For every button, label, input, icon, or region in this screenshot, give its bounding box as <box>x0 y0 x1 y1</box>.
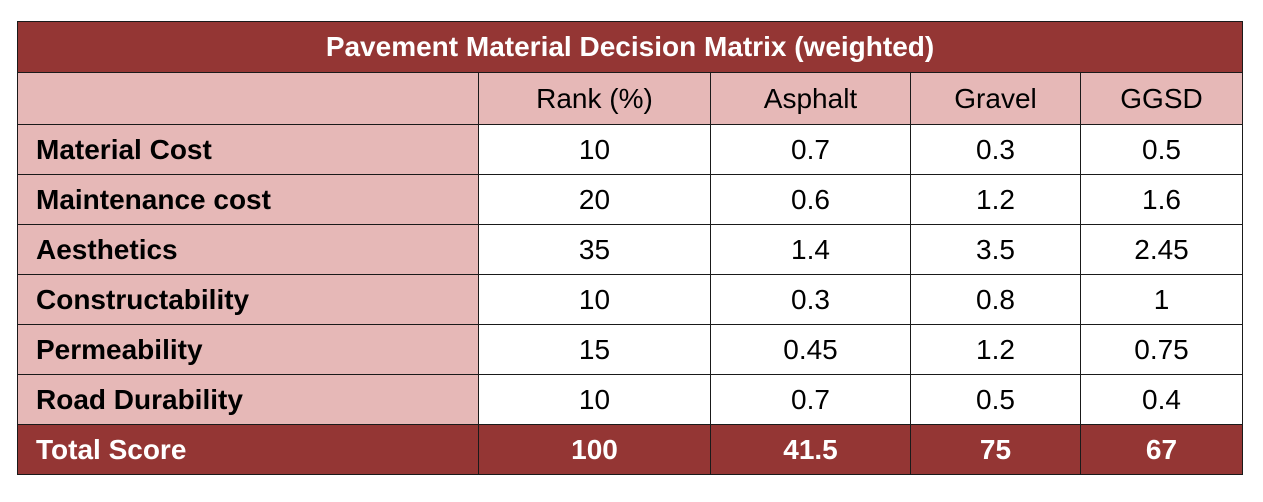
gravel-value: 0.5 <box>910 374 1081 425</box>
total-ggsd-value: 67 <box>1079 424 1244 475</box>
ggsd-value: 0.75 <box>1079 324 1244 375</box>
gravel-value: 3.5 <box>910 224 1081 275</box>
criterion-label: Material Cost <box>17 124 479 175</box>
asphalt-value: 1.4 <box>710 224 911 275</box>
column-header-row: Rank (%) Asphalt Gravel GGSD <box>17 72 1244 125</box>
ggsd-value: 0.4 <box>1079 374 1244 425</box>
total-gravel-value: 75 <box>910 424 1081 475</box>
column-header-rank: Rank (%) <box>478 72 711 125</box>
gravel-value: 0.8 <box>910 274 1081 325</box>
corner-header-cell <box>17 72 479 125</box>
total-asphalt-value: 41.5 <box>710 424 911 475</box>
rank-value: 10 <box>478 274 711 325</box>
rank-value: 10 <box>478 124 711 175</box>
decision-matrix-table: Pavement Material Decision Matrix (weigh… <box>16 21 1244 475</box>
rank-value: 35 <box>478 224 711 275</box>
column-header-asphalt: Asphalt <box>710 72 911 125</box>
total-row: Total Score 100 41.5 75 67 <box>17 424 1244 475</box>
rank-value: 15 <box>478 324 711 375</box>
asphalt-value: 0.7 <box>710 374 911 425</box>
asphalt-value: 0.7 <box>710 124 911 175</box>
table-row: Maintenance cost 20 0.6 1.2 1.6 <box>17 174 1244 225</box>
rank-value: 10 <box>478 374 711 425</box>
criterion-label: Aesthetics <box>17 224 479 275</box>
ggsd-value: 1 <box>1079 274 1244 325</box>
gravel-value: 1.2 <box>910 174 1081 225</box>
table-row: Road Durability 10 0.7 0.5 0.4 <box>17 374 1244 425</box>
column-header-gravel: Gravel <box>910 72 1081 125</box>
criterion-label: Permeability <box>17 324 479 375</box>
table-row: Constructability 10 0.3 0.8 1 <box>17 274 1244 325</box>
gravel-value: 0.3 <box>910 124 1081 175</box>
title-row: Pavement Material Decision Matrix (weigh… <box>16 21 1244 73</box>
total-rank-value: 100 <box>478 424 711 475</box>
ggsd-value: 0.5 <box>1079 124 1244 175</box>
criterion-label: Road Durability <box>17 374 479 425</box>
criterion-label: Constructability <box>17 274 479 325</box>
criterion-label: Maintenance cost <box>17 174 479 225</box>
table-row: Permeability 15 0.45 1.2 0.75 <box>17 324 1244 375</box>
table-row: Aesthetics 35 1.4 3.5 2.45 <box>17 224 1244 275</box>
asphalt-value: 0.6 <box>710 174 911 225</box>
column-header-ggsd: GGSD <box>1079 72 1244 125</box>
ggsd-value: 1.6 <box>1079 174 1244 225</box>
rank-value: 20 <box>478 174 711 225</box>
asphalt-value: 0.45 <box>710 324 911 375</box>
ggsd-value: 2.45 <box>1079 224 1244 275</box>
asphalt-value: 0.3 <box>710 274 911 325</box>
table-title: Pavement Material Decision Matrix (weigh… <box>16 21 1244 73</box>
total-score-label: Total Score <box>17 424 479 475</box>
gravel-value: 1.2 <box>910 324 1081 375</box>
table-row: Material Cost 10 0.7 0.3 0.5 <box>17 124 1244 175</box>
